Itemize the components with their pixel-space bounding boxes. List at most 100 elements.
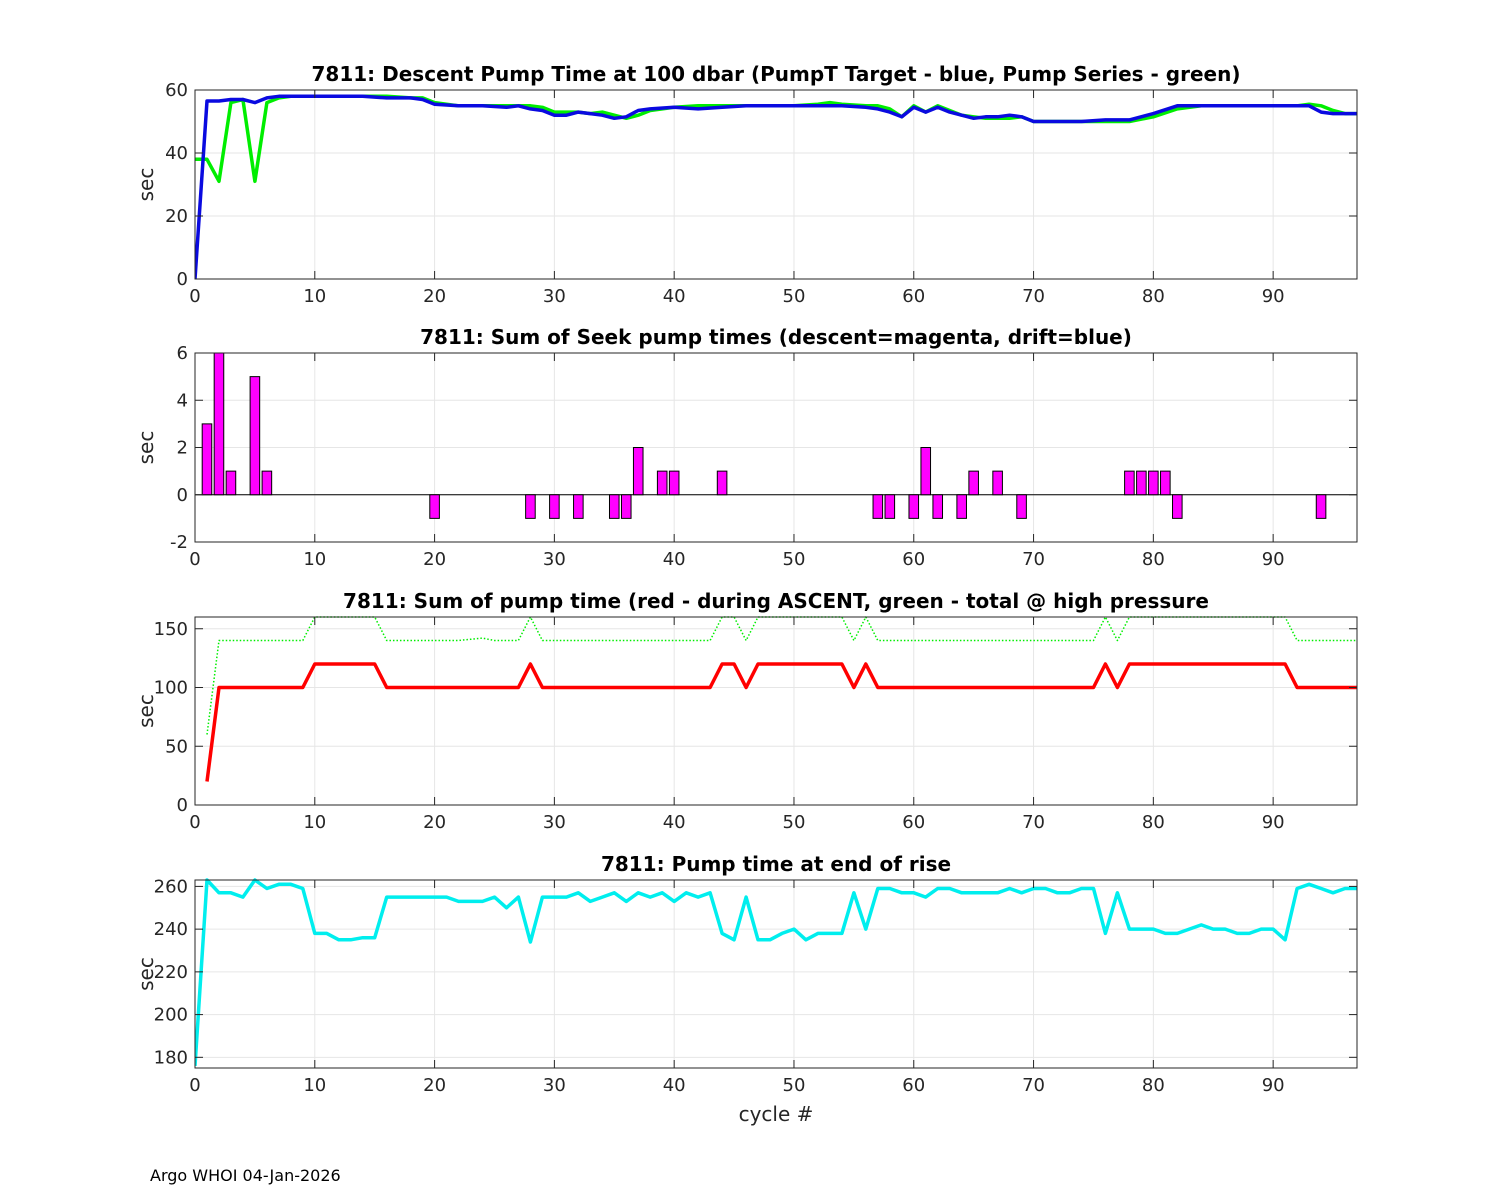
y-tick-label: 2 (177, 438, 188, 459)
y-axis-label: sec (134, 957, 158, 991)
bar-descent-3 (225, 470, 237, 496)
y-tick-label: 150 (154, 619, 188, 640)
end-of-rise-pump-time-panel: 0 10 20 30 40 50 60 70 80 90 180 200 220 240 260 7811: … (134, 852, 1358, 1126)
x-tick-label: 40 (663, 286, 686, 307)
x-tick-label: 50 (783, 812, 806, 833)
x-tick-label: 30 (543, 812, 566, 833)
x-tick-label: 20 (423, 286, 446, 307)
x-tick-label: 50 (783, 549, 806, 570)
bar-descent-79 (1136, 470, 1147, 496)
y-axis-label: sec (134, 694, 158, 728)
x-tick-label: 0 (189, 812, 200, 833)
bar-descent-36 (620, 494, 632, 519)
axes-box (194, 89, 1358, 280)
bar-descent-78 (1124, 470, 1135, 496)
bar-descent-37 (632, 447, 644, 496)
x-tick-label: 70 (1022, 286, 1045, 307)
axes-box (194, 616, 1358, 806)
x-tick-label: 30 (543, 286, 566, 307)
x-tick-label: 70 (1022, 1075, 1045, 1096)
bar-descent-58 (884, 494, 896, 519)
bar-descent-80 (1148, 470, 1159, 496)
y-axis-label: sec (134, 168, 158, 202)
x-tick-label: 50 (783, 1075, 806, 1096)
y-tick-label: -2 (170, 532, 188, 553)
x-tick-label: 90 (1262, 286, 1285, 307)
x-tick-label: 80 (1142, 286, 1165, 307)
y-tick-label: 260 (154, 876, 188, 897)
y-tick-label: 0 (177, 485, 188, 506)
x-tick-label: 60 (902, 286, 925, 307)
bar-descent-60 (908, 494, 920, 519)
series-line-during-ascent (205, 662, 1357, 782)
x-tick-label: 60 (902, 1075, 925, 1096)
x-tick-label: 30 (543, 549, 566, 570)
bar-descent-62 (932, 494, 944, 519)
x-tick-label: 80 (1142, 1075, 1165, 1096)
x-tick-label: 10 (303, 286, 326, 307)
x-tick-label: 10 (303, 549, 326, 570)
x-tick-label: 40 (663, 812, 686, 833)
x-tick-label: 10 (303, 1075, 326, 1096)
x-tick-label: 30 (543, 1075, 566, 1096)
bar-descent-32 (573, 494, 584, 519)
bar-descent-61 (920, 447, 932, 496)
x-tick-label: 0 (189, 1075, 200, 1096)
y-tick-label: 60 (165, 80, 188, 101)
series-line-pump-time-at-end-of-rise (195, 878, 1357, 1067)
y-tick-label: 4 (177, 390, 188, 411)
bar-descent-57 (872, 494, 884, 519)
data-layer (195, 94, 1357, 280)
axes-box (194, 879, 1358, 1069)
data-layer (195, 352, 1357, 519)
y-tick-label: 50 (165, 736, 188, 757)
y-tick-label: 240 (154, 919, 188, 940)
footer-note: Argo WHOI 04-Jan-2026 (150, 1166, 341, 1185)
y-tick-label: 6 (177, 343, 188, 364)
y-tick-label: 200 (154, 1005, 188, 1026)
descent-pump-time-panel: 0 10 20 30 40 50 60 70 80 90 0 20 40 60 7811: Descent … (134, 62, 1358, 307)
x-tick-label: 70 (1022, 812, 1045, 833)
bar-descent-44 (716, 470, 728, 496)
bar-descent-65 (968, 470, 979, 496)
y-axis-label: sec (134, 431, 158, 465)
series-line-pumpt-target (195, 94, 1357, 280)
ascent-pump-time-panel: 0 10 20 30 40 50 60 70 80 90 0 50 100 150 7811: Sum of… (134, 589, 1358, 833)
x-tick-label: 90 (1262, 549, 1285, 570)
bar-descent-30 (549, 494, 560, 519)
x-tick-label: 90 (1262, 812, 1285, 833)
bar-descent-40 (668, 470, 680, 496)
data-layer (195, 878, 1357, 1067)
y-tick-label: 0 (177, 269, 188, 290)
plot-area (195, 90, 1357, 279)
x-tick-label: 60 (902, 812, 925, 833)
bar-descent-2 (213, 352, 225, 496)
bar-descent-39 (656, 470, 668, 496)
x-tick-label: 40 (663, 549, 686, 570)
bar-descent-94 (1315, 494, 1327, 519)
x-tick-label: 50 (783, 286, 806, 307)
x-tick-label: 40 (663, 1075, 686, 1096)
chart-title: 7811: Descent Pump Time at 100 dbar (Pum… (312, 62, 1241, 86)
x-tick-label: 80 (1142, 812, 1165, 833)
bar-descent-6 (261, 470, 273, 496)
bar-descent-5 (249, 376, 261, 496)
bar-descent-67 (992, 470, 1003, 496)
x-tick-label: 80 (1142, 549, 1165, 570)
bar-descent-81 (1160, 470, 1171, 496)
x-tick-label: 20 (423, 1075, 446, 1096)
bar-descent-20 (429, 494, 440, 519)
y-tick-label: 100 (154, 678, 188, 699)
y-tick-label: 0 (177, 795, 188, 816)
y-tick-label: 40 (165, 143, 188, 164)
bar-descent-28 (525, 494, 536, 519)
chart-title: 7811: Pump time at end of rise (601, 852, 951, 876)
bar-descent-82 (1172, 494, 1183, 519)
chart-title: 7811: Sum of pump time (red - during ASC… (343, 589, 1209, 613)
plot-area (195, 880, 1357, 1068)
y-tick-label: 20 (165, 206, 188, 227)
bar-descent-1 (201, 423, 213, 496)
x-tick-label: 20 (423, 812, 446, 833)
bar-descent-69 (1016, 494, 1027, 519)
